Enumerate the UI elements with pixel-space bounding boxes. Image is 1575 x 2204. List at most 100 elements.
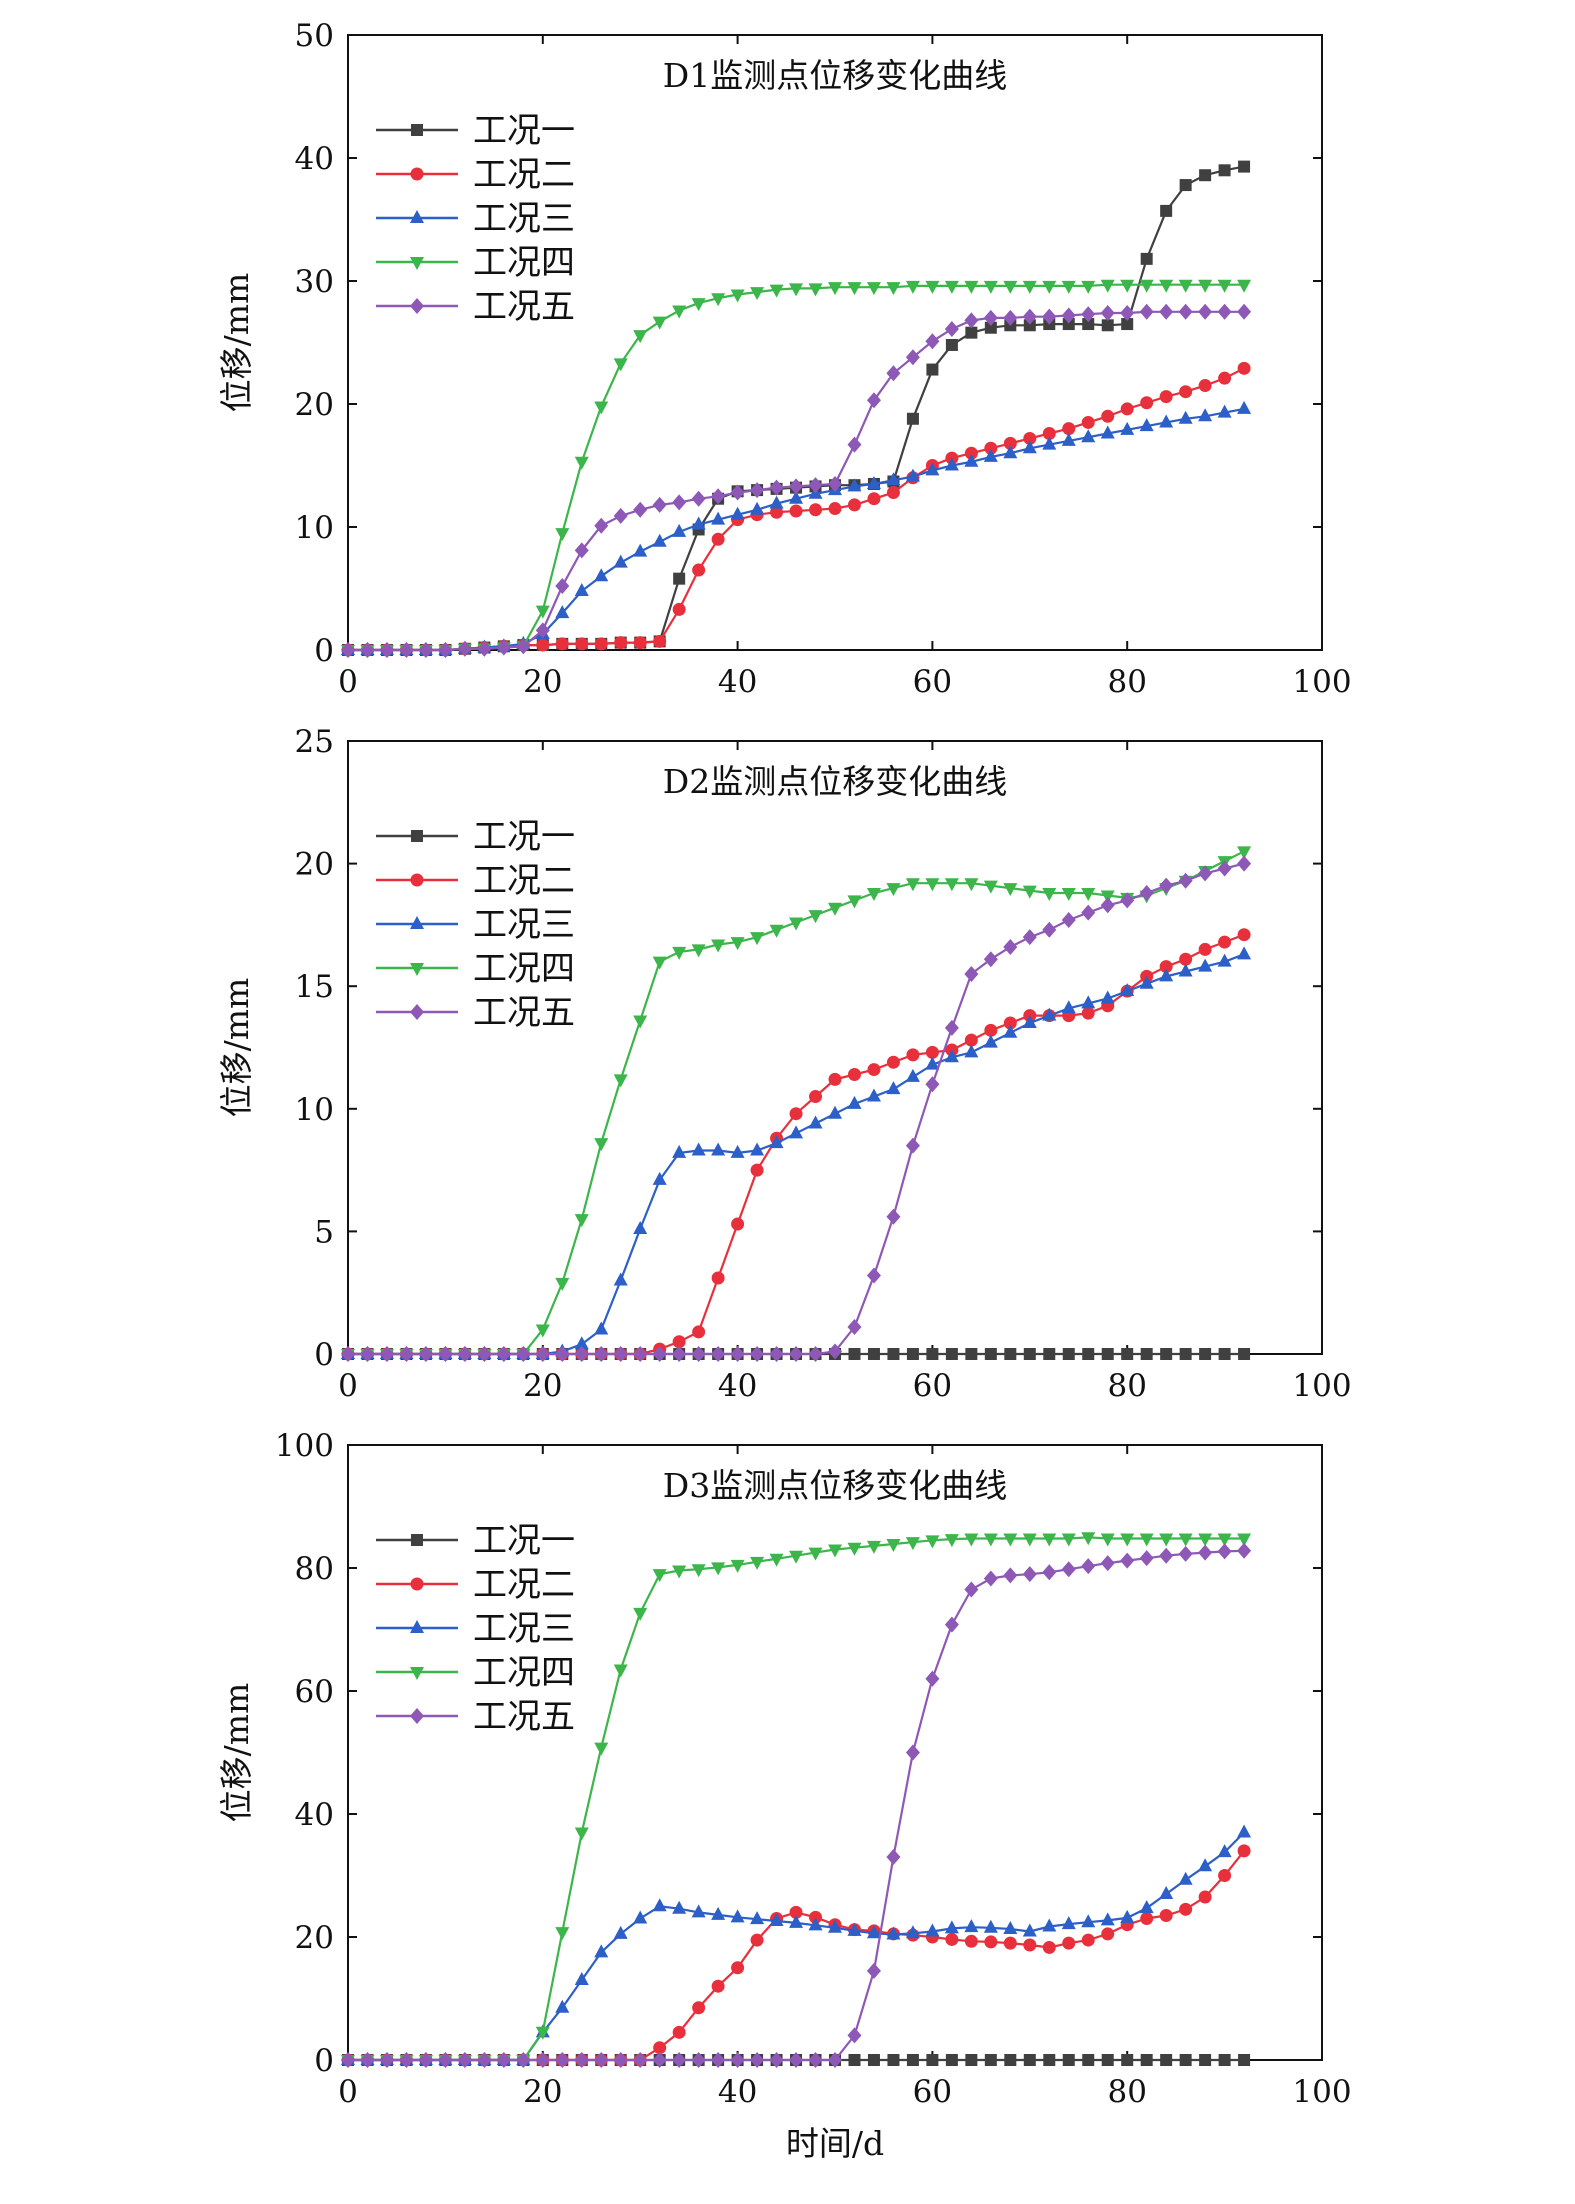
data-point <box>1139 975 1154 989</box>
data-point <box>808 2052 823 2068</box>
data-point <box>964 1044 979 1058</box>
x-tick-label: 20 <box>523 664 562 700</box>
data-point <box>438 2052 453 2068</box>
data-point <box>1199 169 1212 182</box>
y-tick-label: 60 <box>295 1674 334 1710</box>
data-point <box>1100 279 1115 293</box>
data-point <box>1081 1006 1095 1020</box>
data-point <box>613 1346 628 1362</box>
data-point <box>1004 2054 1017 2066</box>
data-point <box>750 1142 765 1156</box>
data-point <box>1140 1912 1154 1926</box>
data-point <box>1082 318 1095 331</box>
data-point <box>905 1744 920 1761</box>
data-point <box>1042 308 1057 325</box>
data-point <box>1198 958 1213 972</box>
data-point <box>1237 928 1251 942</box>
series-3 <box>341 1824 1252 2065</box>
legend-marker <box>410 916 424 929</box>
data-point <box>925 1045 939 1059</box>
data-point <box>1062 422 1076 436</box>
data-point <box>750 501 765 515</box>
data-point <box>750 1163 764 1177</box>
data-point <box>1218 2054 1231 2066</box>
data-point <box>1081 904 1096 921</box>
data-point <box>731 1961 745 1975</box>
data-point <box>555 1277 570 1291</box>
data-point <box>984 1023 998 1037</box>
data-point <box>1178 279 1193 293</box>
data-point <box>1022 308 1037 325</box>
data-point <box>399 2052 414 2068</box>
data-point <box>1198 303 1213 320</box>
data-point <box>886 365 901 382</box>
data-point <box>1237 1533 1252 1547</box>
data-point <box>574 1214 589 1228</box>
legend-label: 工况三 <box>473 199 575 239</box>
data-point <box>516 1346 531 1362</box>
data-point <box>496 1346 511 1362</box>
data-point <box>633 1220 648 1234</box>
data-point <box>769 1346 784 1362</box>
y-axis-label: 位移/mm <box>217 273 256 413</box>
data-point <box>847 478 862 492</box>
data-point <box>1022 885 1037 899</box>
data-point <box>847 436 862 453</box>
data-point <box>672 1335 686 1349</box>
data-point <box>535 1324 550 1338</box>
data-point <box>1003 1016 1017 1030</box>
data-point <box>984 1935 998 1949</box>
data-point <box>730 484 745 501</box>
data-point <box>789 478 804 495</box>
y-tick-label: 25 <box>295 724 334 760</box>
data-point <box>555 1346 570 1362</box>
data-point <box>672 1144 687 1158</box>
data-point <box>730 506 745 520</box>
data-point <box>633 1607 648 1621</box>
data-point <box>730 1144 745 1158</box>
data-point <box>945 1932 959 1946</box>
series-line <box>348 1831 1245 2062</box>
data-point <box>769 1913 784 1927</box>
data-point <box>1120 304 1135 321</box>
y-tick-label: 40 <box>295 141 334 177</box>
data-point <box>945 2054 958 2066</box>
x-tick-label: 0 <box>338 664 358 700</box>
data-point <box>769 1135 784 1149</box>
x-tick-label: 100 <box>1292 2074 1351 2110</box>
data-point <box>1003 309 1018 326</box>
data-point <box>808 1547 823 1561</box>
data-point <box>1120 279 1135 293</box>
data-point <box>964 1581 979 1598</box>
data-point <box>711 532 725 546</box>
data-point <box>691 516 706 530</box>
x-tick-label: 40 <box>718 2074 757 2110</box>
data-point <box>691 1904 706 1918</box>
data-point <box>1022 440 1037 454</box>
data-point <box>633 1346 648 1362</box>
data-point <box>399 642 414 658</box>
data-point <box>1023 2054 1036 2066</box>
data-point <box>438 642 453 658</box>
data-point <box>1100 1533 1115 1547</box>
data-point <box>1100 890 1115 904</box>
data-point <box>1217 404 1232 418</box>
data-point <box>925 1076 940 1093</box>
legend-label: 工况一 <box>473 111 575 151</box>
data-point <box>1237 400 1252 414</box>
data-point <box>847 498 861 512</box>
data-point <box>1081 306 1096 323</box>
data-point <box>1198 1858 1213 1872</box>
data-point <box>673 572 686 585</box>
data-point <box>1120 1533 1135 1547</box>
data-point <box>1121 2054 1134 2066</box>
data-point <box>1062 318 1075 331</box>
data-point <box>905 1537 920 1551</box>
data-point <box>1179 179 1192 192</box>
data-point <box>1022 1014 1037 1028</box>
data-point <box>789 283 804 297</box>
data-point <box>379 642 394 658</box>
legend-marker <box>410 873 424 887</box>
data-point <box>1022 929 1037 946</box>
